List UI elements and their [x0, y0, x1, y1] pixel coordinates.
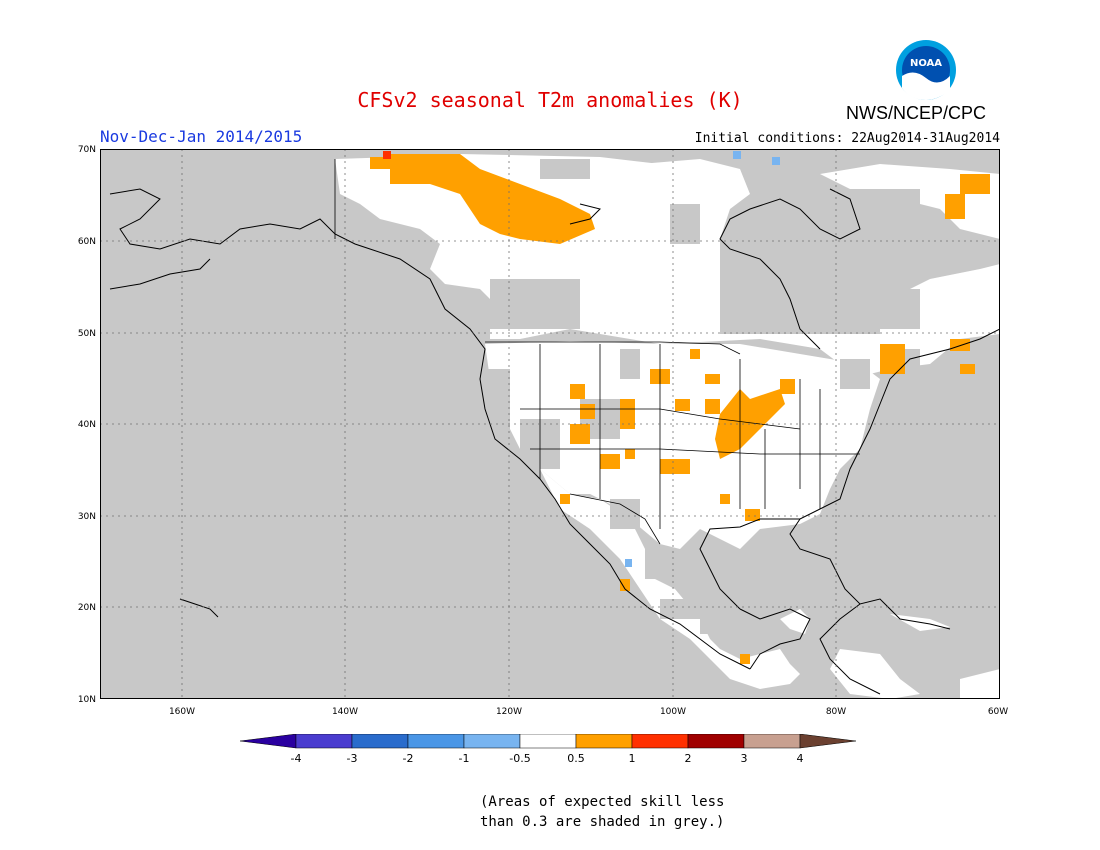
legend-label: 2	[685, 752, 692, 765]
lon-label: 160W	[169, 707, 195, 717]
lat-label: 70N	[78, 145, 96, 155]
legend-label: -0.5	[509, 752, 530, 765]
footnote-line-1: (Areas of expected skill less	[480, 794, 725, 810]
lat-label: 60N	[78, 237, 96, 247]
legend-swatch	[743, 733, 801, 749]
footnote-line-2: than 0.3 are shaded in grey.)	[480, 814, 725, 830]
lat-label: 30N	[78, 512, 96, 522]
lat-label: 50N	[78, 329, 96, 339]
lon-label: 140W	[332, 707, 358, 717]
lon-label: 60W	[988, 707, 1008, 717]
legend-swatch	[407, 733, 465, 749]
legend-swatch	[519, 733, 577, 749]
legend-swatch	[631, 733, 689, 749]
legend-swatch	[575, 733, 633, 749]
forecast-period: Nov-Dec-Jan 2014/2015	[100, 127, 303, 146]
lon-label: 120W	[496, 707, 522, 717]
agency-label: NWS/NCEP/CPC	[846, 103, 987, 123]
legend-label: -3	[347, 752, 358, 765]
anomaly-map	[100, 149, 1001, 699]
lon-label: 80W	[826, 707, 846, 717]
legend-label: -4	[291, 752, 302, 765]
coastlines	[109, 188, 1001, 695]
noaa-logo-icon: NOAA	[894, 38, 958, 106]
legend-label: 0.5	[567, 752, 585, 765]
lat-label: 40N	[78, 420, 96, 430]
lon-label: 100W	[660, 707, 686, 717]
map-title: CFSv2 seasonal T2m anomalies (K)	[357, 88, 743, 112]
borders	[334, 159, 860, 545]
cool-anomaly-cells	[625, 151, 780, 567]
initial-conditions: Initial conditions: 22Aug2014-31Aug2014	[694, 131, 1000, 146]
lat-label: 20N	[78, 603, 96, 613]
legend-swatch	[463, 733, 521, 749]
legend-swatch	[687, 733, 745, 749]
legend-label: 3	[741, 752, 748, 765]
legend-label: 4	[797, 752, 804, 765]
legend-label: 1	[629, 752, 636, 765]
skill-footnote: (Areas of expected skill less than 0.3 a…	[480, 792, 724, 832]
color-legend: -4 -3 -2 -1 -0.5 0.5 1 2 3 4	[239, 733, 865, 778]
graticule	[100, 149, 1000, 699]
legend-label: -2	[403, 752, 414, 765]
legend-swatch	[239, 733, 297, 749]
legend-label: -1	[459, 752, 470, 765]
legend-swatch	[295, 733, 353, 749]
logo-text: NOAA	[910, 58, 942, 69]
legend-swatch	[351, 733, 409, 749]
lat-label: 10N	[78, 695, 96, 705]
legend-swatch	[799, 733, 857, 749]
strong-warm-anomaly-cells	[383, 151, 391, 159]
